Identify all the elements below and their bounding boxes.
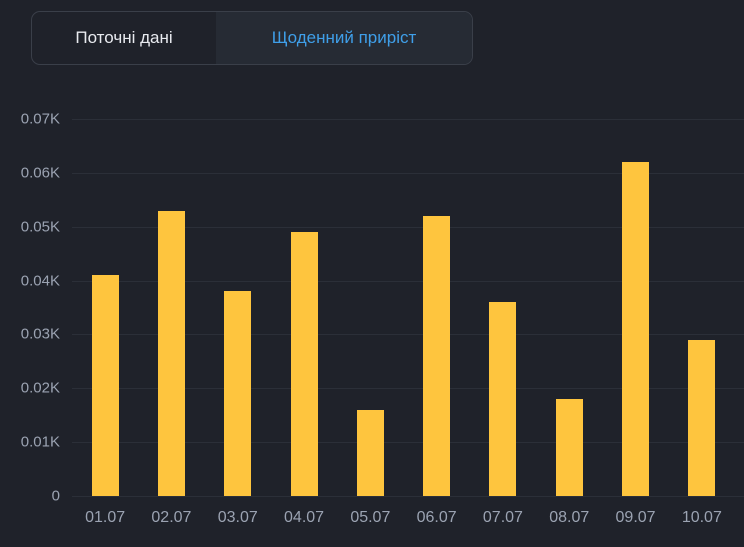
gridline-0.02K: [72, 388, 744, 390]
x-axis-tick-label: 01.07: [85, 509, 126, 526]
y-axis-tick-label: 0.05K: [20, 218, 60, 236]
x-axis-tick-label: 05.07: [350, 509, 391, 526]
y-axis-tick-label: 0.04K: [20, 272, 60, 290]
tab-current-data[interactable]: Поточні дані: [75, 28, 173, 47]
bar-05.07[interactable]: [356, 409, 384, 496]
x-axis-tick-label: 03.07: [217, 509, 258, 526]
bar-01.07[interactable]: [91, 275, 119, 496]
bar-08.07[interactable]: [555, 399, 583, 496]
x-axis-tick-label: 02.07: [151, 509, 192, 526]
x-axis-tick-label: 04.07: [284, 509, 325, 526]
y-axis-tick-label: 0.07K: [20, 110, 60, 128]
x-axis-tick-label: 09.07: [615, 509, 656, 526]
y-axis-tick-label: 0.06K: [20, 164, 60, 182]
gridline-0.04K: [72, 280, 744, 282]
gridline-0.07K: [72, 119, 744, 120]
y-axis-tick-label: 0: [51, 487, 60, 505]
tab-daily-increase[interactable]: Щоденний приріст: [216, 12, 472, 64]
gridline-0.05K: [72, 226, 744, 228]
bar-02.07[interactable]: [157, 210, 185, 496]
y-axis-tick-label: 0.01K: [20, 433, 60, 451]
bar-07.07[interactable]: [489, 302, 517, 496]
y-axis-tick-label: 0.03K: [20, 325, 60, 343]
y-axis-tick-label: 0.02K: [20, 379, 60, 397]
bar-04.07[interactable]: [290, 232, 318, 496]
x-axis-tick-label: 08.07: [549, 509, 590, 526]
tab-bar: Поточні дані Щоденний приріст: [31, 11, 473, 65]
x-axis-tick-label: 06.07: [416, 509, 457, 526]
bar-03.07[interactable]: [224, 291, 252, 496]
gridline-0.03K: [72, 334, 744, 336]
x-axis-tick-label: 07.07: [482, 509, 523, 526]
gridline-0.01K: [72, 442, 744, 444]
bar-09.07[interactable]: [622, 162, 650, 496]
gridline-0.06K: [72, 172, 744, 174]
bar-10.07[interactable]: [688, 339, 716, 496]
gridline-0: [72, 496, 744, 497]
x-axis-tick-label: 10.07: [681, 509, 722, 526]
bar-06.07[interactable]: [423, 215, 451, 496]
